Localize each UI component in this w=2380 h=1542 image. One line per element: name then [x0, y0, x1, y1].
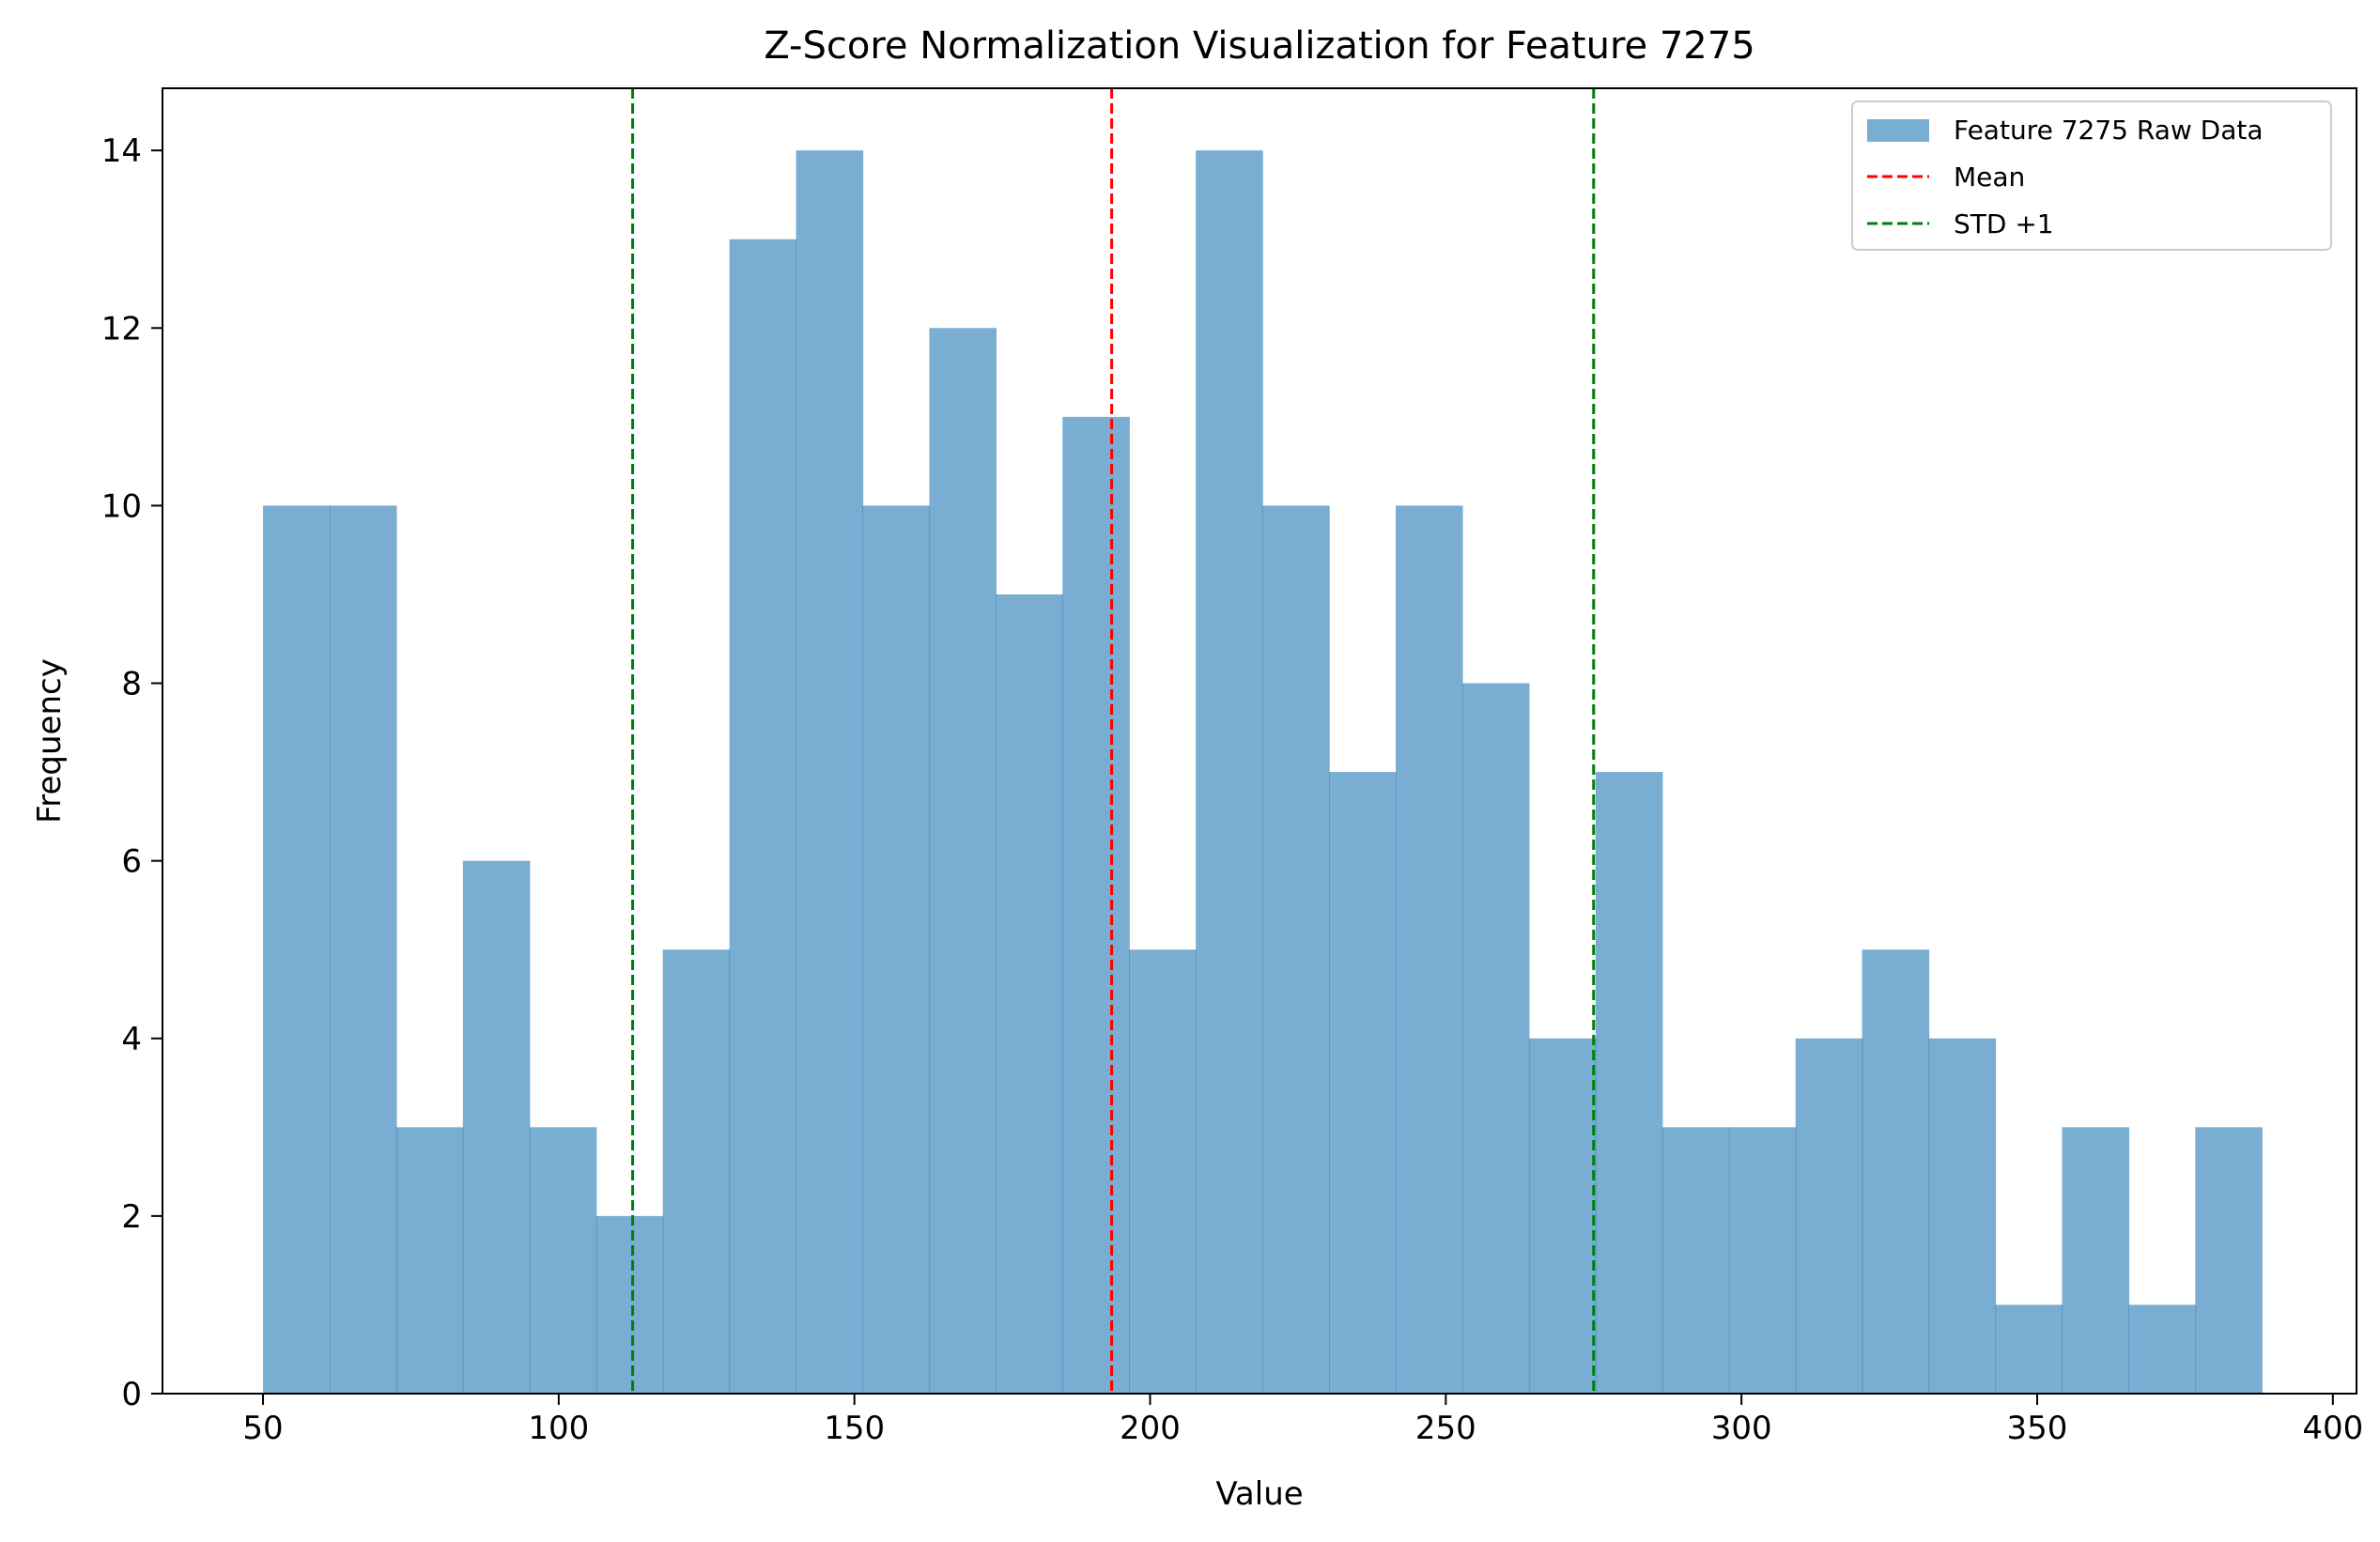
x-axis-label: Value	[1215, 1475, 1303, 1513]
x-axis-ticks: 50 100 150 200 250 300 350 400	[242, 1394, 2363, 1447]
x-tick-label: 200	[1120, 1410, 1181, 1447]
histogram-bar	[1862, 949, 1930, 1394]
x-tick-label: 250	[1415, 1410, 1476, 1447]
y-axis-label: Frequency	[31, 658, 69, 824]
histogram-bar	[1995, 1304, 2063, 1394]
histogram-bar	[1728, 1127, 1797, 1394]
histogram-bar	[1396, 505, 1463, 1394]
histogram-bar	[1795, 1038, 1863, 1394]
histogram-bar	[329, 505, 397, 1394]
y-tick-label: 14	[101, 132, 142, 170]
histogram-bar	[1928, 1038, 1997, 1394]
y-axis-ticks: 0 2 4 6 8 10 12 14	[101, 132, 162, 1413]
legend-label: Mean	[1954, 162, 2025, 193]
histogram-bar	[263, 505, 331, 1394]
reference-lines-layer	[631, 88, 1596, 1394]
histogram-bar	[996, 594, 1063, 1394]
legend-frame	[1851, 100, 2332, 251]
x-tick-label: 300	[1711, 1410, 1772, 1447]
histogram-bar	[1129, 949, 1197, 1394]
y-tick-label: 6	[121, 843, 142, 881]
histogram-bar	[2195, 1127, 2263, 1394]
plot-frame	[162, 87, 2357, 1395]
histogram-bar	[662, 949, 731, 1394]
x-tick-label: 150	[824, 1410, 885, 1447]
histogram-bar	[1528, 1038, 1597, 1394]
y-tick-label: 10	[101, 487, 142, 525]
histogram-bar	[929, 328, 997, 1394]
histogram-bar	[862, 505, 931, 1394]
y-tick-label: 8	[121, 666, 142, 703]
histogram-bar	[1461, 683, 1530, 1394]
legend-label: STD +1	[1954, 208, 2054, 239]
y-tick-label: 0	[121, 1376, 142, 1413]
legend-label: Feature 7275 Raw Data	[1954, 115, 2264, 146]
chart-title: Z-Score Normalization Visualization for …	[764, 24, 1754, 68]
histogram-bar	[1595, 772, 1663, 1394]
x-tick-label: 50	[242, 1410, 283, 1447]
x-tick-label: 350	[2007, 1410, 2068, 1447]
histogram-bar	[1329, 772, 1397, 1394]
histogram-bar	[1262, 505, 1330, 1394]
histogram-bar	[1661, 1127, 1730, 1394]
histogram-bar	[595, 1215, 664, 1394]
histogram-bar	[395, 1127, 464, 1394]
legend-swatch-bars	[1867, 119, 1929, 142]
x-tick-label: 100	[528, 1410, 589, 1447]
histogram-bar	[2128, 1304, 2196, 1394]
y-tick-label: 2	[121, 1198, 142, 1236]
x-tick-label: 400	[2302, 1410, 2363, 1447]
y-tick-label: 12	[101, 310, 142, 347]
histogram-bar	[529, 1127, 597, 1394]
histogram-bar	[462, 860, 531, 1394]
histogram-bar	[2062, 1127, 2129, 1394]
histogram-bar	[1062, 416, 1130, 1394]
histogram-bar	[1196, 150, 1263, 1395]
legend: Feature 7275 Raw Data Mean STD +1	[1851, 100, 2332, 251]
histogram-bar	[729, 239, 797, 1395]
histogram-bar	[796, 150, 864, 1395]
y-tick-label: 4	[121, 1021, 142, 1058]
bars-layer	[263, 150, 2263, 1395]
